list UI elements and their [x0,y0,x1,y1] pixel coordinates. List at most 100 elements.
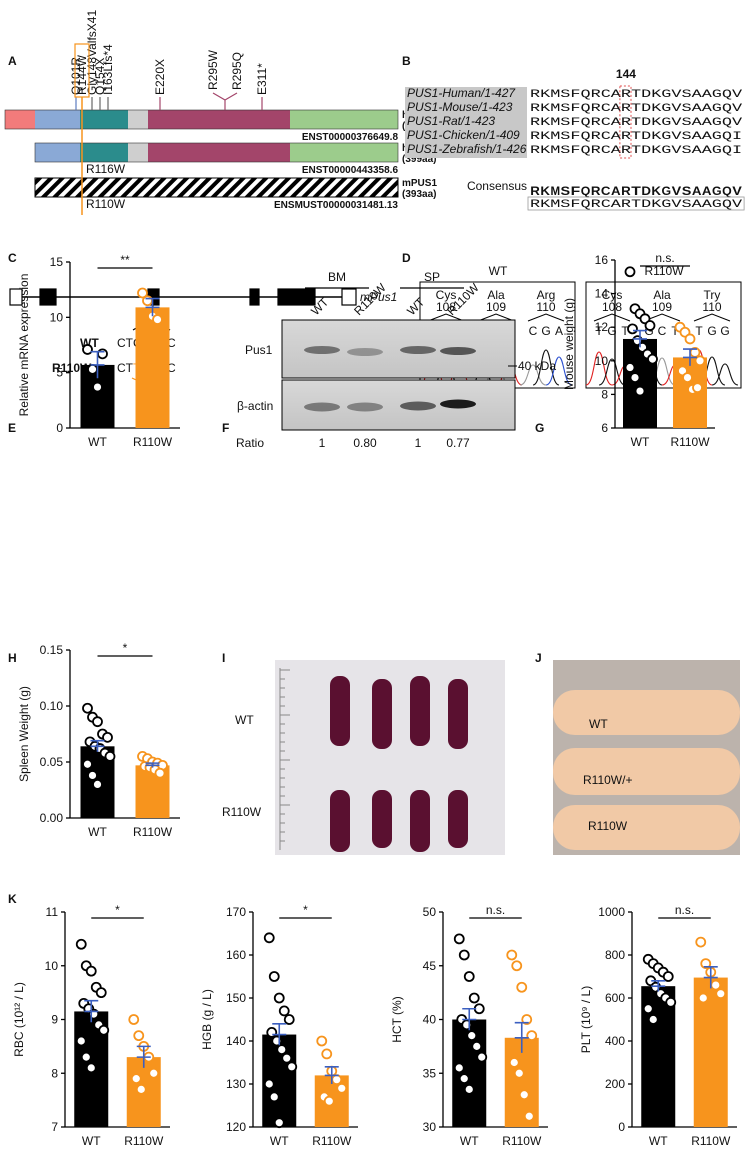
data-point [95,987,107,999]
ratio-label: Ratio [236,436,264,450]
x-tick-label: WT [270,1134,289,1148]
logo-letter: A [692,184,702,198]
consensus: RKMSFQRCARTDKGVSAAGQV [530,199,743,211]
logo-letter: D [641,184,651,198]
logo-letter: V [672,184,682,198]
sequence: RKMSFQRCARTDKGVSAAGQV [530,117,743,129]
codon-brace [593,313,631,322]
data-point [85,1062,97,1074]
data-point [468,992,480,1004]
x-tick-label: R110W [133,825,173,839]
isoform-name: mPUS1 [402,178,437,189]
data-point [263,1078,275,1090]
data-point [684,333,696,345]
base: T [621,324,629,338]
tissue: BM [328,270,346,284]
base: C [658,324,667,338]
species: PUS1-Rat/1-423 [407,114,495,128]
y-tick-label: 8 [601,387,608,401]
band [347,402,383,412]
x-tick-label: WT [460,1134,479,1148]
data-point [323,1095,335,1107]
y-tick-label: 0 [618,1120,625,1134]
y-tick-label: 0 [56,421,63,435]
data-point [627,323,638,335]
significance: ** [120,253,130,267]
base: G [720,324,729,338]
spleen [448,679,468,749]
data-point [458,1073,470,1085]
mutation: R295W [206,49,220,90]
domain-outline [4,109,399,130]
mutation-site: R110W [86,197,126,211]
data-point [87,770,98,781]
data-point [273,992,285,1004]
panel-label: E [8,421,16,435]
y-tick-label: 16 [595,253,609,267]
tube [553,690,740,735]
isoform-id: ENST00000376649.8 [302,132,399,143]
amino-acid: Cys [436,288,457,302]
amino-acid: Try [704,288,721,302]
y-axis-label: Relative mRNA expression [17,274,31,417]
data-point [523,1110,535,1122]
data-point [104,751,116,762]
y-tick-label: 120 [226,1120,246,1134]
panel-label: H [8,651,17,665]
y-tick-label: 600 [605,991,625,1005]
trace-peak [532,349,560,386]
panel-title: R110W [644,264,684,278]
logo-letter: R [530,184,540,198]
mutation-site: R116W [86,162,126,176]
data-point [644,320,656,331]
amino-acid: Ala [653,288,671,302]
error-bar [633,329,647,348]
data-point [518,1089,530,1101]
band [304,346,340,354]
y-tick-label: 10 [45,959,59,973]
codon-brace [527,313,565,322]
mutation: E220X [153,59,167,95]
tube [553,748,740,795]
y-tick-label: 50 [423,905,437,919]
tube [553,805,740,850]
logo-letter: G [712,184,722,198]
data-point [135,1083,147,1095]
domain [290,143,398,162]
spleen [410,676,430,746]
y-tick-label: 10 [595,354,609,368]
error-bar [145,297,160,317]
data-point [142,295,153,307]
data-point [268,971,280,982]
logo-letter: C [601,184,611,198]
isoform-id: ENST00000443358.6 [302,165,399,176]
panel-label: F [222,421,229,435]
y-axis-label: RBC (10¹² / L) [12,982,26,1057]
trace-peak [585,351,613,386]
base: G [644,324,653,338]
consensus-label: Consensus [467,179,527,193]
error-bar [145,762,160,768]
data-point [508,1057,520,1068]
y-tick-label: 15 [50,255,64,269]
data-point [87,363,98,375]
amino-acid: Arg [537,288,556,302]
tissue: SP [424,270,440,284]
x-tick-label: WT [631,435,650,449]
data-point [82,344,93,355]
y-tick-label: 200 [605,1077,625,1091]
data-point [710,979,722,991]
base: G [607,324,616,338]
y-tick-label: 400 [605,1034,625,1048]
species: PUS1-Zebrafish/1-426 [407,142,527,156]
mutation: R295Q [230,52,244,90]
y-tick-label: 30 [423,1120,437,1134]
significance: n.s. [655,251,674,265]
y-tick-label: 140 [226,1034,246,1048]
data-point [715,988,727,1000]
mutation: R144W [75,54,89,95]
y-tick-label: 130 [226,1077,246,1091]
domain [148,110,290,129]
trace-peak [519,364,547,386]
